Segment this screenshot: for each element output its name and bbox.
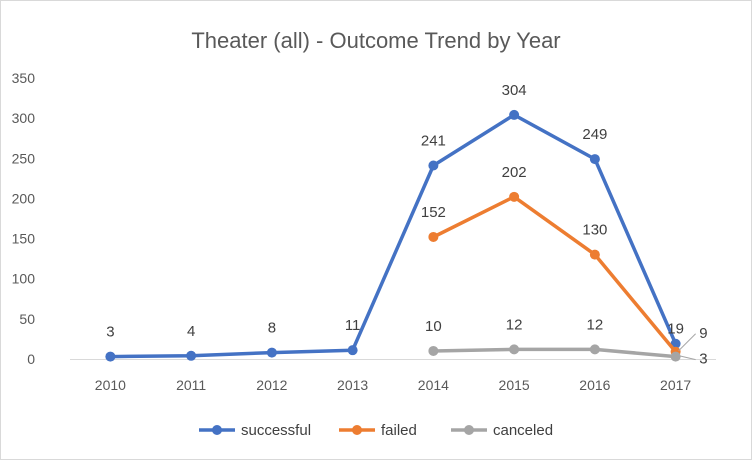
data-point — [589, 249, 600, 260]
data-label: 10 — [425, 318, 442, 335]
chart-title: Theater (all) - Outcome Trend by Year — [191, 28, 560, 53]
y-tick-label: 50 — [19, 311, 35, 327]
data-label: 152 — [421, 204, 446, 221]
data-label: 130 — [582, 222, 607, 239]
series-canceled: 10 12 12 3 — [425, 316, 708, 367]
y-tick-label: 250 — [12, 150, 36, 166]
x-tick-label: 2017 — [660, 377, 691, 393]
data-point — [428, 160, 439, 171]
series-line — [431, 347, 678, 359]
data-point — [589, 154, 600, 165]
data-point — [105, 351, 116, 362]
legend-marker — [212, 425, 222, 435]
y-tick-label: 200 — [12, 190, 36, 206]
y-tick-label: 300 — [12, 110, 36, 126]
x-tick-label: 2011 — [176, 377, 206, 393]
legend: successful failed canceled — [199, 422, 553, 439]
data-label: 12 — [506, 316, 523, 333]
data-point — [509, 191, 520, 202]
data-point — [428, 231, 439, 242]
y-tick-label: 150 — [12, 231, 36, 247]
data-label: 8 — [268, 320, 276, 337]
legend-item-failed: failed — [339, 422, 417, 439]
legend-item-successful: successful — [199, 422, 311, 439]
x-tick-label: 2010 — [95, 377, 126, 393]
y-tick-label: 0 — [27, 351, 35, 367]
x-tick-label: 2013 — [337, 377, 368, 393]
data-label: 3 — [699, 351, 707, 368]
data-label: 249 — [582, 126, 607, 143]
label-leader-line — [678, 355, 696, 361]
data-label: 9 — [699, 325, 707, 342]
data-label: 241 — [421, 133, 446, 150]
data-label: 12 — [587, 316, 604, 333]
legend-marker — [464, 425, 474, 435]
legend-label: successful — [241, 422, 311, 439]
data-point — [266, 347, 277, 358]
x-axis: 2010 2011 2012 2013 2014 2015 2016 2017 — [95, 377, 692, 393]
data-label: 19 — [667, 321, 684, 338]
data-label: 3 — [106, 324, 114, 341]
y-tick-label: 100 — [12, 271, 36, 287]
series-layer: 3 4 8 11 241 304 249 19 152 202 130 9 10 12 12 3 — [105, 82, 708, 368]
data-point — [509, 344, 520, 355]
series-failed: 152 202 130 9 — [421, 164, 708, 357]
data-label: 4 — [187, 323, 195, 340]
data-point — [186, 350, 197, 361]
data-point — [347, 345, 358, 356]
x-tick-label: 2014 — [418, 377, 449, 393]
data-point — [509, 109, 520, 120]
data-point — [428, 345, 439, 356]
series-successful: 3 4 8 11 241 304 249 19 — [105, 82, 684, 362]
label-leader-line — [678, 333, 696, 352]
data-label: 11 — [345, 317, 361, 334]
x-tick-label: 2015 — [499, 377, 530, 393]
y-tick-label: 350 — [12, 70, 36, 86]
series-line — [108, 113, 678, 359]
legend-marker — [352, 425, 362, 435]
legend-item-canceled: canceled — [451, 422, 553, 439]
x-tick-label: 2016 — [579, 377, 610, 393]
legend-label: canceled — [493, 422, 553, 439]
data-point — [589, 344, 600, 355]
y-axis: 0 50 100 150 200 250 300 350 — [12, 70, 36, 367]
legend-label: failed — [381, 422, 417, 439]
data-label: 202 — [502, 164, 527, 181]
data-point — [670, 351, 681, 362]
data-label: 304 — [502, 82, 527, 99]
series-line — [431, 195, 678, 354]
x-tick-label: 2012 — [256, 377, 287, 393]
